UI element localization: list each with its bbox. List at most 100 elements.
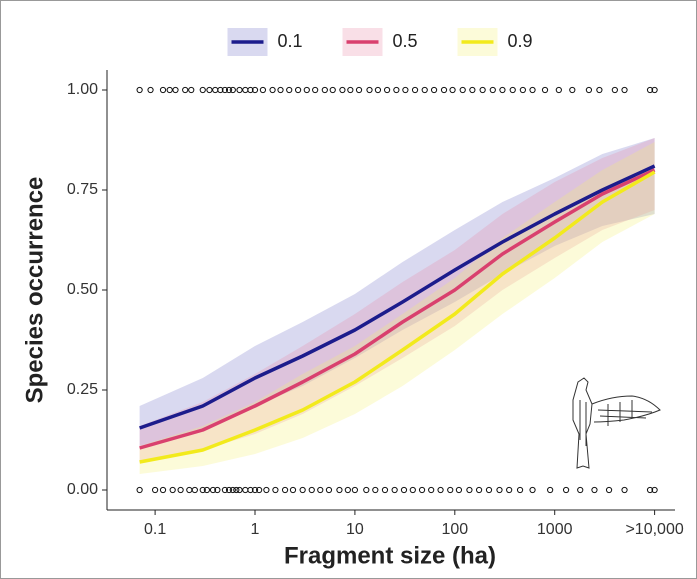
- observation: [225, 86, 233, 94]
- observation: [469, 86, 476, 94]
- observation: [263, 486, 270, 494]
- observation: [605, 486, 613, 494]
- y-tick-label: 0.50: [67, 281, 98, 298]
- observation: [585, 86, 593, 94]
- x-tick-label: 1: [251, 521, 260, 538]
- legend-label: 0.1: [278, 31, 303, 51]
- observation: [229, 86, 236, 94]
- observation: [269, 86, 276, 94]
- observation: [381, 486, 389, 494]
- observation: [272, 486, 279, 494]
- observation: [506, 486, 513, 494]
- fit-line: [139, 168, 656, 450]
- observation: [206, 86, 213, 94]
- observation: [136, 86, 143, 94]
- observation: [209, 486, 217, 494]
- x-tick-label: 1000: [537, 521, 573, 538]
- observation: [363, 486, 370, 494]
- observation: [391, 486, 398, 494]
- observation: [294, 86, 302, 94]
- observation: [440, 86, 448, 94]
- observation: [236, 86, 243, 94]
- observation: [499, 86, 506, 94]
- observation: [402, 86, 409, 94]
- observation: [199, 86, 206, 94]
- observation: [541, 86, 549, 94]
- observation: [596, 86, 603, 94]
- observation: [428, 486, 435, 494]
- fit-line: [139, 164, 656, 430]
- observation: [437, 486, 444, 494]
- observation: [247, 486, 254, 494]
- legend-label: 0.5: [393, 31, 418, 51]
- observation: [159, 486, 167, 494]
- observation: [646, 86, 654, 94]
- y-tick-label: 1.00: [67, 81, 98, 98]
- observation: [449, 86, 456, 94]
- observation: [214, 486, 221, 494]
- observation: [621, 486, 628, 494]
- observation: [221, 486, 229, 494]
- observation: [621, 86, 628, 94]
- x-tick-label: >10,000: [625, 521, 683, 538]
- observation: [591, 486, 598, 494]
- observation: [651, 486, 658, 494]
- observation: [336, 486, 343, 494]
- observation: [577, 486, 584, 494]
- observation: [347, 86, 354, 94]
- observation: [646, 486, 654, 494]
- observation: [277, 86, 284, 94]
- observation: [459, 86, 466, 94]
- confidence-ribbon: [139, 142, 655, 474]
- y-tick-label: 0.00: [67, 481, 98, 498]
- observation: [321, 86, 328, 94]
- bird-illustration: [572, 377, 661, 469]
- observation: [221, 86, 229, 94]
- observation: [259, 86, 267, 94]
- observation: [182, 86, 189, 94]
- observation: [421, 86, 428, 94]
- observation: [159, 86, 167, 94]
- observation: [308, 486, 315, 494]
- observation: [256, 486, 263, 494]
- observation: [147, 86, 154, 94]
- observation: [400, 486, 408, 494]
- observation: [312, 86, 319, 94]
- observation: [555, 86, 562, 94]
- observation: [355, 86, 363, 94]
- observation: [393, 86, 400, 94]
- observation: [199, 486, 206, 494]
- y-tick-label: 0.25: [67, 381, 98, 398]
- x-tick-label: 10: [346, 521, 364, 538]
- observation: [303, 86, 310, 94]
- observation: [519, 86, 526, 94]
- observation: [475, 486, 483, 494]
- observation: [247, 86, 254, 94]
- observation: [152, 486, 159, 494]
- confidence-ribbon: [139, 138, 655, 446]
- observation: [372, 486, 379, 494]
- observation: [251, 486, 259, 494]
- observation: [496, 486, 503, 494]
- observation: [325, 486, 333, 494]
- observation: [236, 486, 243, 494]
- observation: [383, 86, 391, 94]
- observation: [611, 86, 618, 94]
- x-tick-label: 0.1: [144, 521, 166, 538]
- observation: [411, 86, 419, 94]
- observation: [136, 486, 143, 494]
- observation: [409, 486, 416, 494]
- y-tick-label: 0.75: [67, 181, 98, 198]
- observation: [203, 486, 211, 494]
- observation: [299, 486, 306, 494]
- observation: [339, 86, 346, 94]
- observation: [251, 86, 259, 94]
- observation: [217, 86, 224, 94]
- observation: [455, 486, 463, 494]
- observation: [479, 86, 486, 94]
- observation: [430, 86, 438, 94]
- observation: [529, 86, 536, 94]
- legend-label: 0.9: [508, 31, 533, 51]
